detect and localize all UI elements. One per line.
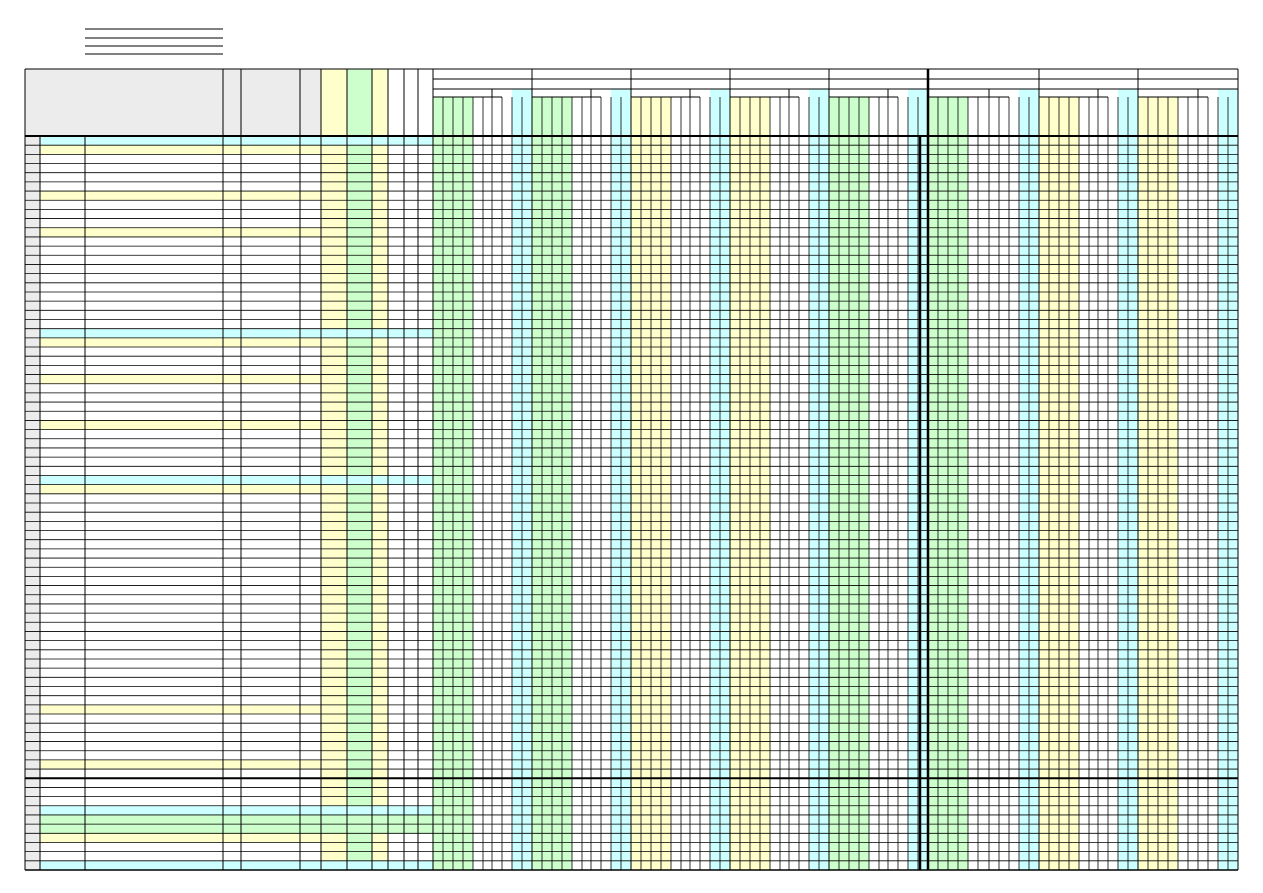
group-3-fill-8	[710, 97, 720, 870]
left-col-fill-8	[372, 69, 388, 870]
band-row-0	[40, 136, 433, 146]
group-5-fill-3	[859, 97, 869, 870]
group-2-fill-1	[542, 97, 552, 870]
group-8-fill-0	[1138, 97, 1148, 870]
band-row-31	[40, 420, 321, 430]
group-7-fill-3	[1069, 97, 1079, 870]
left-col-fill-7	[347, 69, 372, 870]
band-row-68	[40, 759, 321, 770]
group-5-fill-0	[829, 97, 839, 870]
group-8-subheader-fill	[1218, 89, 1238, 97]
group-8-fill-2	[1158, 97, 1168, 870]
group-3-fill-0	[631, 97, 641, 870]
group-1-subheader-fill	[512, 89, 532, 97]
group-5-fill-9	[918, 97, 928, 870]
group-4-fill-2	[750, 97, 760, 870]
group-6-fill-0	[928, 97, 938, 870]
grid-lines	[24, 68, 1239, 871]
band-row-1	[40, 145, 321, 155]
group-6-fill-1	[938, 97, 948, 870]
band-row-10	[40, 227, 321, 237]
group-7-fill-8	[1118, 97, 1128, 870]
group-3-fill-9	[720, 97, 730, 870]
band-row-76	[40, 833, 321, 843]
band-row-21	[40, 328, 433, 338]
group-8-fill-3	[1168, 97, 1178, 870]
group-5-fill-2	[849, 97, 859, 870]
group-5-fill-1	[839, 97, 849, 870]
header-rule-lines	[85, 28, 223, 55]
group-7-fill-9	[1128, 97, 1138, 870]
group-3-subheader-fill	[710, 89, 730, 97]
group-1-fill-1	[443, 97, 453, 870]
group-2-fill-8	[611, 97, 621, 870]
group-2-fill-0	[532, 97, 542, 870]
group-2-fill-2	[552, 97, 562, 870]
cell-fills	[25, 69, 1238, 870]
group-1-fill-0	[433, 97, 443, 870]
group-7-fill-1	[1049, 97, 1059, 870]
group-3-fill-2	[651, 97, 661, 870]
band-row-26	[40, 374, 321, 384]
group-1-fill-3	[463, 97, 473, 870]
group-8-fill-1	[1148, 97, 1158, 870]
group-4-fill-9	[819, 97, 829, 870]
group-5-fill-8	[908, 97, 918, 870]
band-row-6	[40, 191, 321, 201]
group-8-fill-8	[1218, 97, 1228, 870]
group-4-fill-8	[809, 97, 819, 870]
group-7-fill-0	[1039, 97, 1049, 870]
group-2-fill-3	[562, 97, 572, 870]
group-7-fill-2	[1059, 97, 1069, 870]
group-4-subheader-fill	[809, 89, 829, 97]
group-2-fill-9	[621, 97, 631, 870]
group-6-subheader-fill	[1019, 89, 1039, 97]
band-row-73	[40, 805, 433, 815]
group-8-fill-9	[1228, 97, 1238, 870]
left-col-fill-6	[321, 69, 347, 870]
group-5-subheader-fill	[908, 89, 928, 97]
group-1-fill-2	[453, 97, 463, 870]
group-2-subheader-fill	[611, 89, 631, 97]
group-7-subheader-fill	[1118, 89, 1138, 97]
band-row-37	[40, 475, 433, 485]
group-3-fill-1	[641, 97, 651, 870]
group-4-fill-3	[760, 97, 770, 870]
band-row-38	[40, 484, 321, 494]
group-1-fill-9	[522, 97, 532, 870]
band-row-62	[40, 704, 321, 715]
group-3-fill-3	[661, 97, 671, 870]
header-cell	[300, 69, 321, 136]
group-6-fill-9	[1019, 97, 1029, 870]
group-6-fill-2	[948, 97, 958, 870]
band-row-22	[40, 337, 321, 348]
group-1-fill-8	[512, 97, 522, 870]
group-6-fill-3	[958, 97, 968, 870]
group-4-fill-1	[740, 97, 750, 870]
header-label-block	[25, 69, 300, 136]
group-6-fill-10	[1029, 97, 1039, 870]
band-row-79	[40, 860, 433, 870]
group-4-fill-0	[730, 97, 740, 870]
